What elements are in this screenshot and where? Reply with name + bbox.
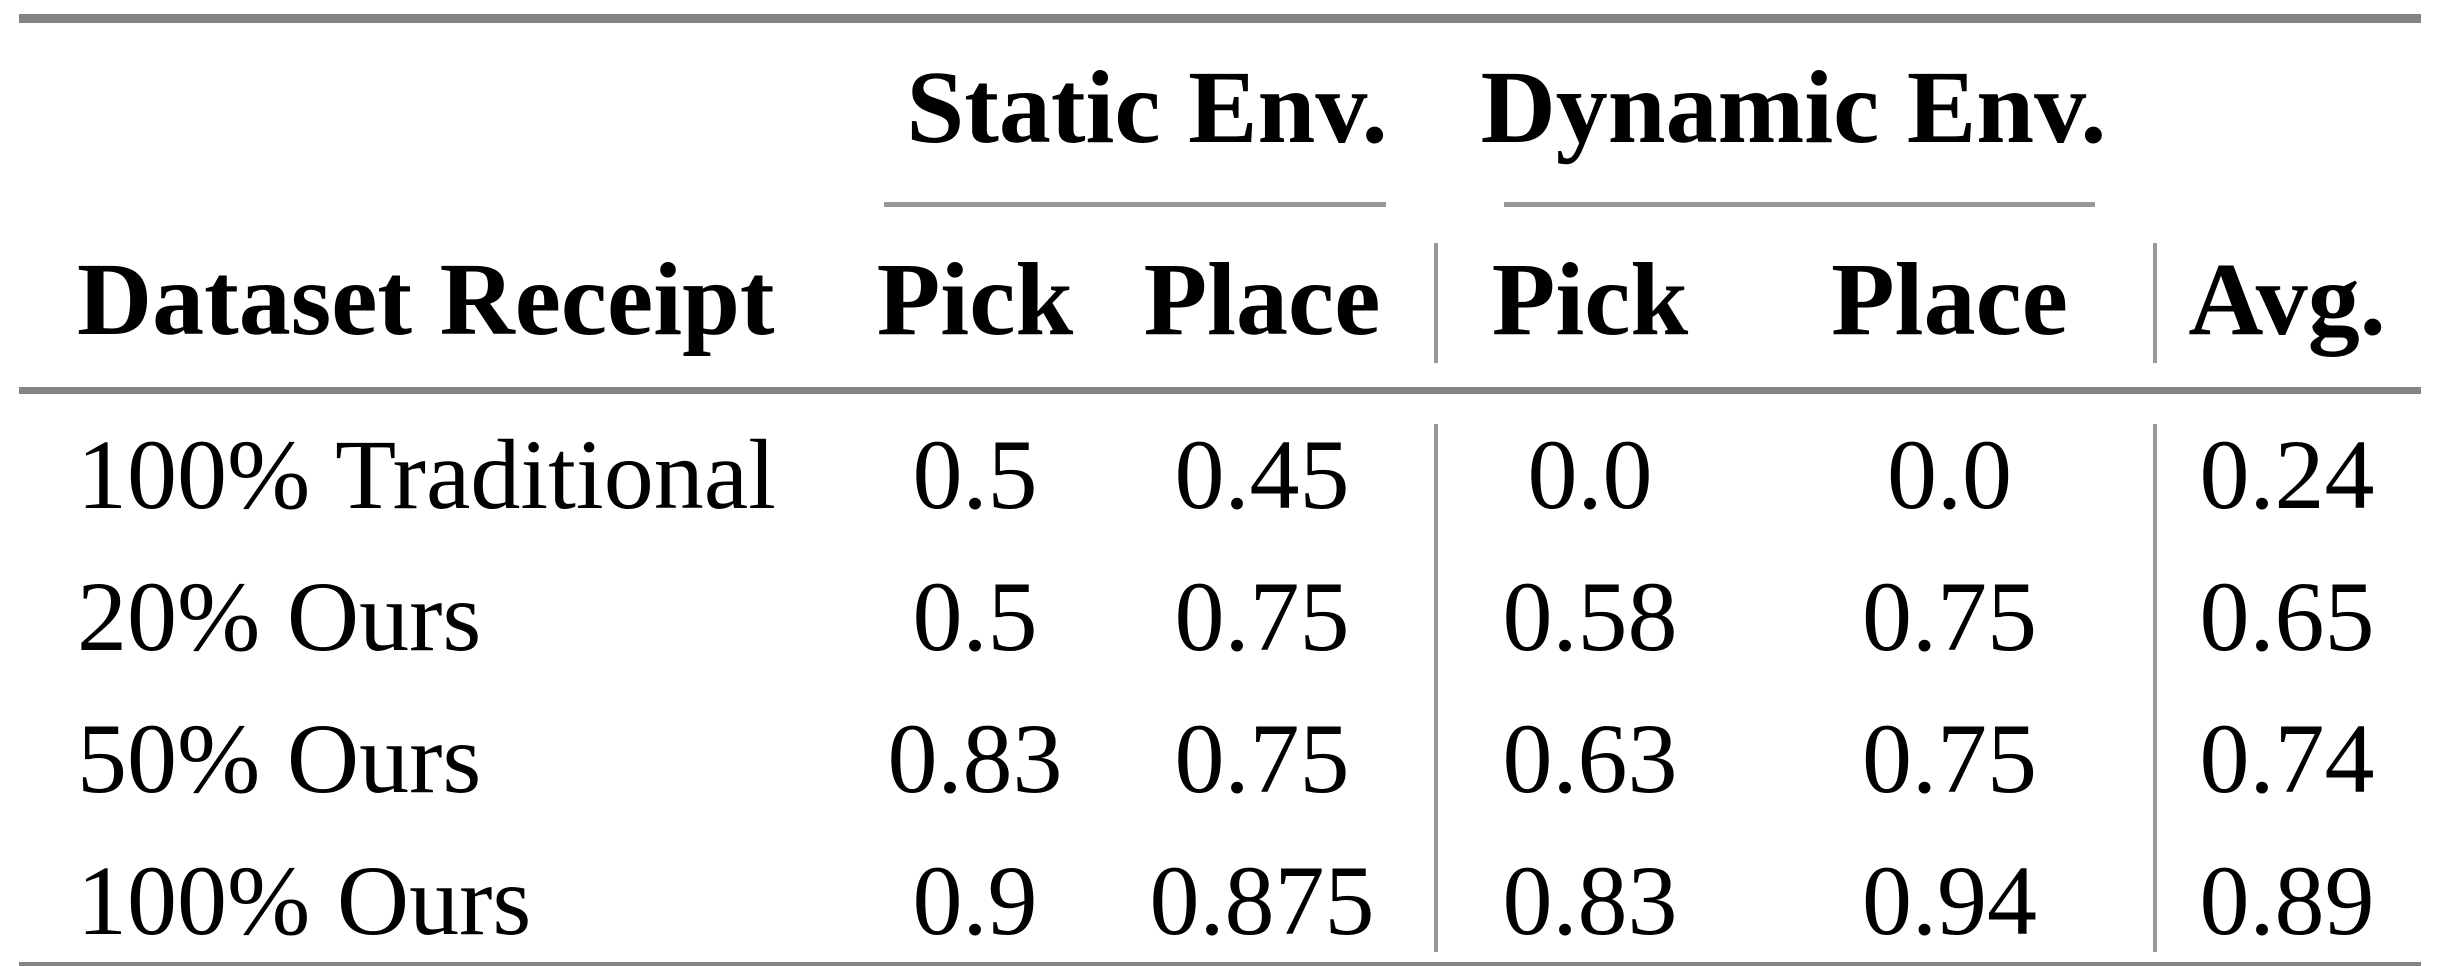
value-cell-avg: 0.74 <box>2153 678 2422 820</box>
results-table: Static Env. Dynamic Env. Dataset Receipt… <box>19 14 2422 966</box>
value-cell-dynamic-place: 0.0 <box>1887 419 2013 530</box>
cmidrule-static <box>884 202 1387 207</box>
column-header-row: Dataset Receipt Pick Place Pick Place Av… <box>19 207 2422 394</box>
column-group-dynamic-label: Dynamic Env. <box>1480 50 2107 165</box>
row-label-cell: 20% Ours <box>77 561 482 672</box>
header-cell-dataset-receipt: Dataset Receipt <box>19 207 860 394</box>
value-cell-avg: 0.24 <box>2153 394 2422 536</box>
value-cell-static-place: 0.75 <box>1174 703 1350 814</box>
header-cell-static-place: Place <box>1090 207 1435 394</box>
value-cell-static-pick: 0.5 <box>912 561 1038 672</box>
value-cell-static-place: 0.45 <box>1174 419 1350 530</box>
row-label-cell: 100% Ours <box>77 845 532 956</box>
value-cell-avg: 0.89 <box>2153 820 2422 962</box>
value-cell-static-place: 0.75 <box>1174 561 1350 672</box>
column-group-dynamic: Dynamic Env. <box>1434 23 2153 207</box>
value-cell-dynamic-place: 0.75 <box>1862 561 2038 672</box>
header-cell-static-pick: Pick <box>860 207 1090 394</box>
value-cell-avg: 0.65 <box>2153 536 2422 678</box>
column-group-row: Static Env. Dynamic Env. <box>19 23 2421 207</box>
header-cell-dynamic-pick: Pick <box>1434 207 1747 394</box>
value-cell-dynamic-place: 0.94 <box>1862 845 2038 956</box>
value-cell-static-place: 0.875 <box>1149 845 1375 956</box>
column-group-static-label: Static Env. <box>906 50 1388 165</box>
value-cell-static-pick: 0.9 <box>912 845 1038 956</box>
table-row: 20% Ours 0.5 0.75 0.58 0.75 0.65 <box>19 536 2422 678</box>
table-row: 100% Traditional 0.5 0.45 0.0 0.0 0.24 <box>19 394 2422 536</box>
cmidrule-dynamic <box>1504 202 2096 207</box>
row-label-cell: 100% Traditional <box>77 419 776 530</box>
header-cell-avg: Avg. <box>2153 207 2422 394</box>
row-label-cell: 50% Ours <box>77 703 482 814</box>
group-spacer-left <box>19 23 860 207</box>
value-cell-dynamic-pick: 0.0 <box>1434 394 1747 536</box>
table-row: 100% Ours 0.9 0.875 0.83 0.94 0.89 <box>19 820 2422 962</box>
value-cell-static-pick: 0.5 <box>912 419 1038 530</box>
value-cell-dynamic-pick: 0.63 <box>1434 678 1747 820</box>
group-spacer-right <box>2153 23 2421 207</box>
value-cell-static-pick: 0.83 <box>887 703 1063 814</box>
value-cell-dynamic-pick: 0.83 <box>1434 820 1747 962</box>
value-cell-dynamic-place: 0.75 <box>1862 703 2038 814</box>
column-group-static: Static Env. <box>860 23 1434 207</box>
value-cell-dynamic-pick: 0.58 <box>1434 536 1747 678</box>
header-cell-dynamic-place: Place <box>1746 207 2154 394</box>
table-row: 50% Ours 0.83 0.75 0.63 0.75 0.74 <box>19 678 2422 820</box>
